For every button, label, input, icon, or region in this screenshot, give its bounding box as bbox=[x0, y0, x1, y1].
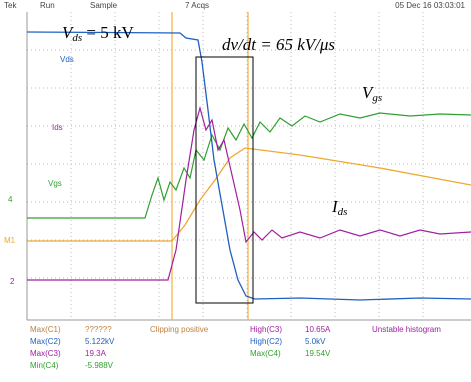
brand: Tek bbox=[4, 1, 17, 10]
subscript: ds bbox=[72, 32, 82, 44]
m1-marker: M1 bbox=[4, 236, 16, 245]
vgs-label: Vgs bbox=[48, 179, 62, 188]
meas-label: Max(C2) bbox=[30, 337, 61, 346]
meas-label: Min(C4) bbox=[30, 361, 59, 370]
scope-screen: Tek Run Sample 7 Acqs 05 Dec 16 03:03:01… bbox=[0, 0, 471, 377]
run-state: Run bbox=[40, 1, 55, 10]
meas-label: Max(C3) bbox=[30, 349, 61, 358]
meas-value: 5.122kV bbox=[85, 337, 115, 346]
meas-value: 5.0kV bbox=[305, 337, 326, 346]
mode: Sample bbox=[90, 1, 118, 10]
meas-value: -5.988V bbox=[85, 361, 114, 370]
meas-label: Max(C1) bbox=[30, 325, 61, 334]
meas-label: Max(C4) bbox=[250, 349, 281, 358]
meas-value: 19.54V bbox=[305, 349, 331, 358]
meas-label: High(C3) bbox=[250, 325, 282, 334]
status: Unstable histogram bbox=[372, 325, 441, 334]
ids-label: Ids bbox=[52, 123, 63, 132]
meas-value: 10.65A bbox=[305, 325, 331, 334]
ch2-marker: 2 bbox=[10, 277, 15, 286]
timestamp: 05 Dec 16 03:03:01 bbox=[395, 1, 465, 10]
dvdt-annotation: dv/dt = 65 kV/μs bbox=[222, 35, 335, 54]
meas-value: ?????? bbox=[85, 325, 112, 334]
meas-label: High(C2) bbox=[250, 337, 282, 346]
ch4-marker: 4 bbox=[8, 195, 13, 204]
vds-label: Vds bbox=[60, 55, 74, 64]
subscript: ds bbox=[338, 206, 348, 218]
meas-value: 19.3A bbox=[85, 349, 107, 358]
text: = 5 kV bbox=[82, 23, 134, 42]
acquisitions: 7 Acqs bbox=[185, 1, 209, 10]
subscript: gs bbox=[372, 92, 382, 104]
status: Clipping positive bbox=[150, 325, 209, 334]
